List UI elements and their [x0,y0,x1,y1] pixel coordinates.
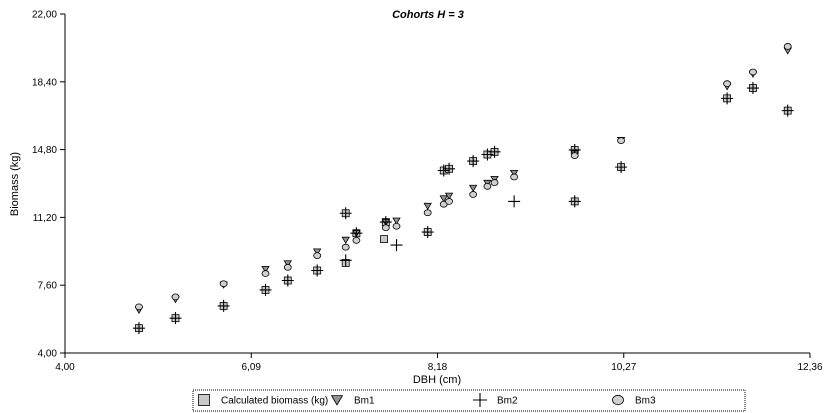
legend-label: Bm1 [354,396,375,407]
data-point-cross [421,226,434,239]
data-point-circle [469,191,478,198]
y-tick-label: 11,20 [33,213,58,224]
x-tick-label: 8,18 [428,362,448,373]
data-point-circle [570,152,579,160]
data-point-circle [313,252,322,260]
series-cross-points [132,82,794,335]
data-point-cross [481,148,494,161]
data-point-triangle [439,195,448,203]
legend-label: Bm3 [635,396,656,407]
series-triangle-points [134,47,792,314]
data-point-cross [217,299,230,312]
y-tick-label: 7,60 [38,281,58,292]
y-axis-title: Biomass (kg) [9,152,21,216]
legend-marker-triangle [330,395,344,406]
data-point-circle [483,182,492,190]
data-point-cross [746,82,759,95]
data-point-cross [339,207,352,220]
data-point-circle [135,303,143,311]
x-tick-label: 12,36 [797,362,822,373]
data-point-cross [568,195,581,208]
data-point-triangle [341,236,350,244]
data-point-circle [171,293,180,301]
data-point-circle [723,80,732,88]
data-point-triangle [509,169,519,178]
data-point-cross [169,312,182,325]
data-point-circle [219,280,228,288]
data-point-circle [423,209,432,217]
x-tick-label: 10,27 [611,362,636,373]
data-point-cross [132,322,145,335]
data-point-cross [390,239,403,252]
data-point-cross [721,92,734,105]
x-ticks: 4,00 6,09 8,18 10,27 12,36 [55,353,823,373]
y-tick-label: 22,00 [32,10,57,21]
data-point-cross [339,254,352,267]
data-point-cross [781,104,794,117]
data-point-cross [467,155,480,168]
data-point-cross [488,145,501,158]
y-tick-label: 14,80 [32,145,57,156]
data-point-cross [259,283,272,296]
legend: Calculated biomass (kg) Bm1 Bm2 Bm3 [192,389,746,412]
legend-label: Calculated biomass (kg) [221,396,328,407]
data-point-circle [283,263,292,271]
data-point-cross [615,161,628,174]
data-point-circle [392,222,401,230]
data-point-circle [749,68,757,76]
data-points [132,43,794,335]
data-point-circle [617,137,625,144]
data-point-cross [281,274,294,287]
data-point-triangle [423,202,432,211]
x-tick-label: 6,09 [242,362,262,373]
data-point-cross [508,195,521,208]
legend-marker-square [198,394,210,406]
data-point-circle [445,198,453,205]
x-tick-label: 4,00 [55,362,75,373]
data-point-circle [341,243,350,251]
series-circle-points [135,43,792,311]
legend-items: Calculated biomass (kg) Bm1 Bm2 Bm3 [198,393,656,407]
data-point-cross [311,264,324,277]
data-point-triangle [468,184,478,192]
data-point-triangle [261,265,270,274]
data-point-circle [783,43,792,50]
legend-marker-cross [473,393,487,407]
data-point-circle [261,270,270,277]
data-point-triangle [392,217,401,225]
data-point-triangle [312,248,322,256]
y-tick-label: 4,00 [38,349,58,360]
data-point-square [380,235,388,243]
data-point-cross [437,164,450,177]
data-point-triangle [283,260,292,268]
y-tick-label: 18,40 [32,77,57,88]
data-point-triangle [444,192,454,200]
data-point-circle [352,237,361,244]
y-ticks: 4,00 7,60 11,20 14,80 18,40 22,00 [32,10,65,360]
legend-label: Bm2 [497,396,518,407]
series-square-points [135,84,792,333]
data-point-circle [510,173,519,181]
legend-marker-circle [612,394,624,406]
axes [64,14,810,354]
data-point-cross [443,162,456,175]
data-point-circle [381,224,390,232]
x-axis-title: DBH (cm) [413,374,461,386]
data-point-circle [490,179,499,186]
chart-title: Cohorts H = 3 [392,9,464,21]
